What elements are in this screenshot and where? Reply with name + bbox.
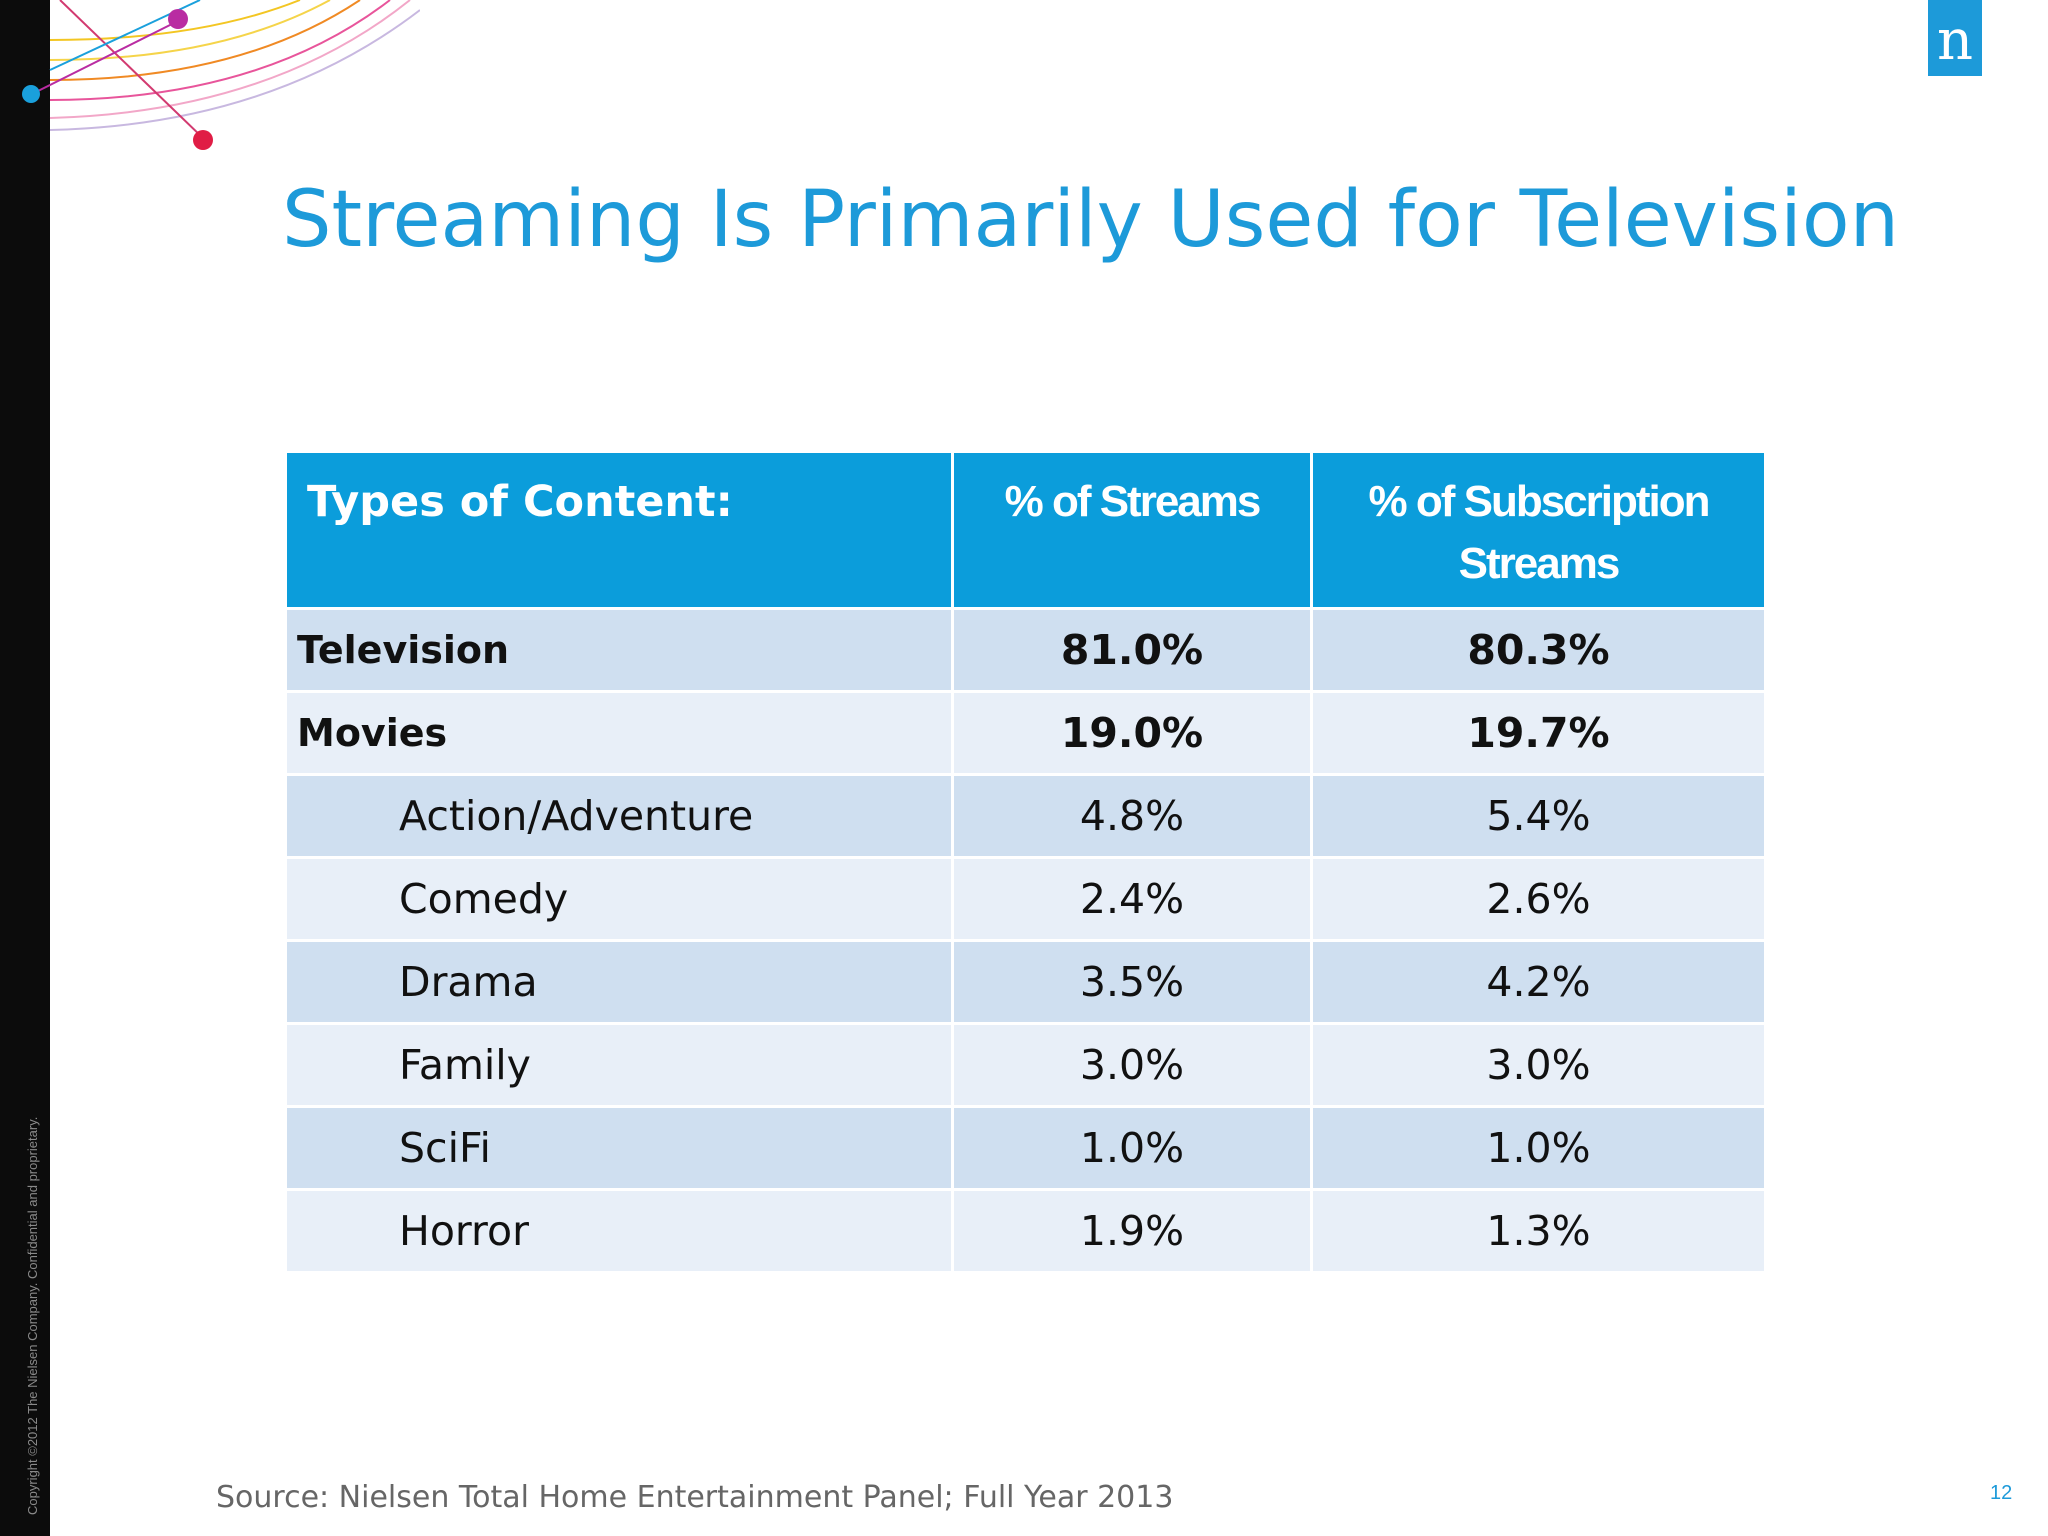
purple-dot: [168, 9, 188, 29]
arc-2: [49, 0, 331, 61]
line-purple: [29, 19, 181, 96]
category-cell: Comedy: [287, 856, 954, 939]
category-cell: SciFi: [287, 1105, 954, 1188]
table-row: Movies 19.0% 19.7%: [287, 690, 1764, 773]
header-percent-of-streams: % of Streams: [954, 453, 1313, 607]
category-cell: Family: [287, 1022, 954, 1105]
subscription-cell: 80.3%: [1313, 607, 1764, 690]
header-types-of-content: Types of Content:: [287, 453, 954, 607]
category-cell: Movies: [287, 690, 954, 773]
red-dot: [193, 130, 213, 150]
table-row: Comedy 2.4% 2.6%: [287, 856, 1764, 939]
subscription-cell: 4.2%: [1313, 939, 1764, 1022]
blue-dot: [22, 85, 40, 103]
streams-cell: 3.0%: [954, 1022, 1313, 1105]
subscription-cell: 3.0%: [1313, 1022, 1764, 1105]
nielsen-logo: n: [1928, 0, 1982, 76]
source-note: Source: Nielsen Total Home Entertainment…: [216, 1480, 1174, 1515]
arc-3: [49, 0, 361, 81]
copyright-text: Copyright ©2012 The Nielsen Company. Con…: [25, 1116, 40, 1515]
table-row: Drama 3.5% 4.2%: [287, 939, 1764, 1022]
category-cell: Action/Adventure: [287, 773, 954, 856]
streams-cell: 1.0%: [954, 1105, 1313, 1188]
table-row: SciFi 1.0% 1.0%: [287, 1105, 1764, 1188]
subscription-cell: 1.3%: [1313, 1188, 1764, 1271]
category-cell: Drama: [287, 939, 954, 1022]
left-side-strip: [0, 0, 50, 1536]
table-row: Television 81.0% 80.3%: [287, 607, 1764, 690]
table-row: Action/Adventure 4.8% 5.4%: [287, 773, 1764, 856]
streams-cell: 3.5%: [954, 939, 1313, 1022]
streams-cell: 81.0%: [954, 607, 1313, 690]
table-row: Family 3.0% 3.0%: [287, 1022, 1764, 1105]
arc-1: [49, 0, 301, 41]
streams-cell: 2.4%: [954, 856, 1313, 939]
subscription-cell: 1.0%: [1313, 1105, 1764, 1188]
content-table: Types of Content: % of Streams % of Subs…: [287, 453, 1764, 1271]
subscription-cell: 2.6%: [1313, 856, 1764, 939]
subscription-cell: 5.4%: [1313, 773, 1764, 856]
streams-cell: 19.0%: [954, 690, 1313, 773]
page-number: 12: [1990, 1482, 2013, 1504]
slide-title: Streaming Is Primarily Used for Televisi…: [282, 175, 1900, 265]
category-cell: Horror: [287, 1188, 954, 1271]
decorative-arcs: [22, 0, 420, 150]
arc-6: [49, 9, 420, 131]
subscription-cell: 19.7%: [1313, 690, 1764, 773]
streams-cell: 4.8%: [954, 773, 1313, 856]
table-row: Horror 1.9% 1.3%: [287, 1188, 1764, 1271]
line-red: [59, 0, 206, 141]
arc-5: [49, 0, 411, 119]
arc-4: [49, 0, 391, 101]
table-header-row: Types of Content: % of Streams % of Subs…: [287, 453, 1764, 607]
header-percent-of-subscription-streams: % of Subscription Streams: [1313, 453, 1764, 607]
category-cell: Television: [287, 607, 954, 690]
streams-cell: 1.9%: [954, 1188, 1313, 1271]
